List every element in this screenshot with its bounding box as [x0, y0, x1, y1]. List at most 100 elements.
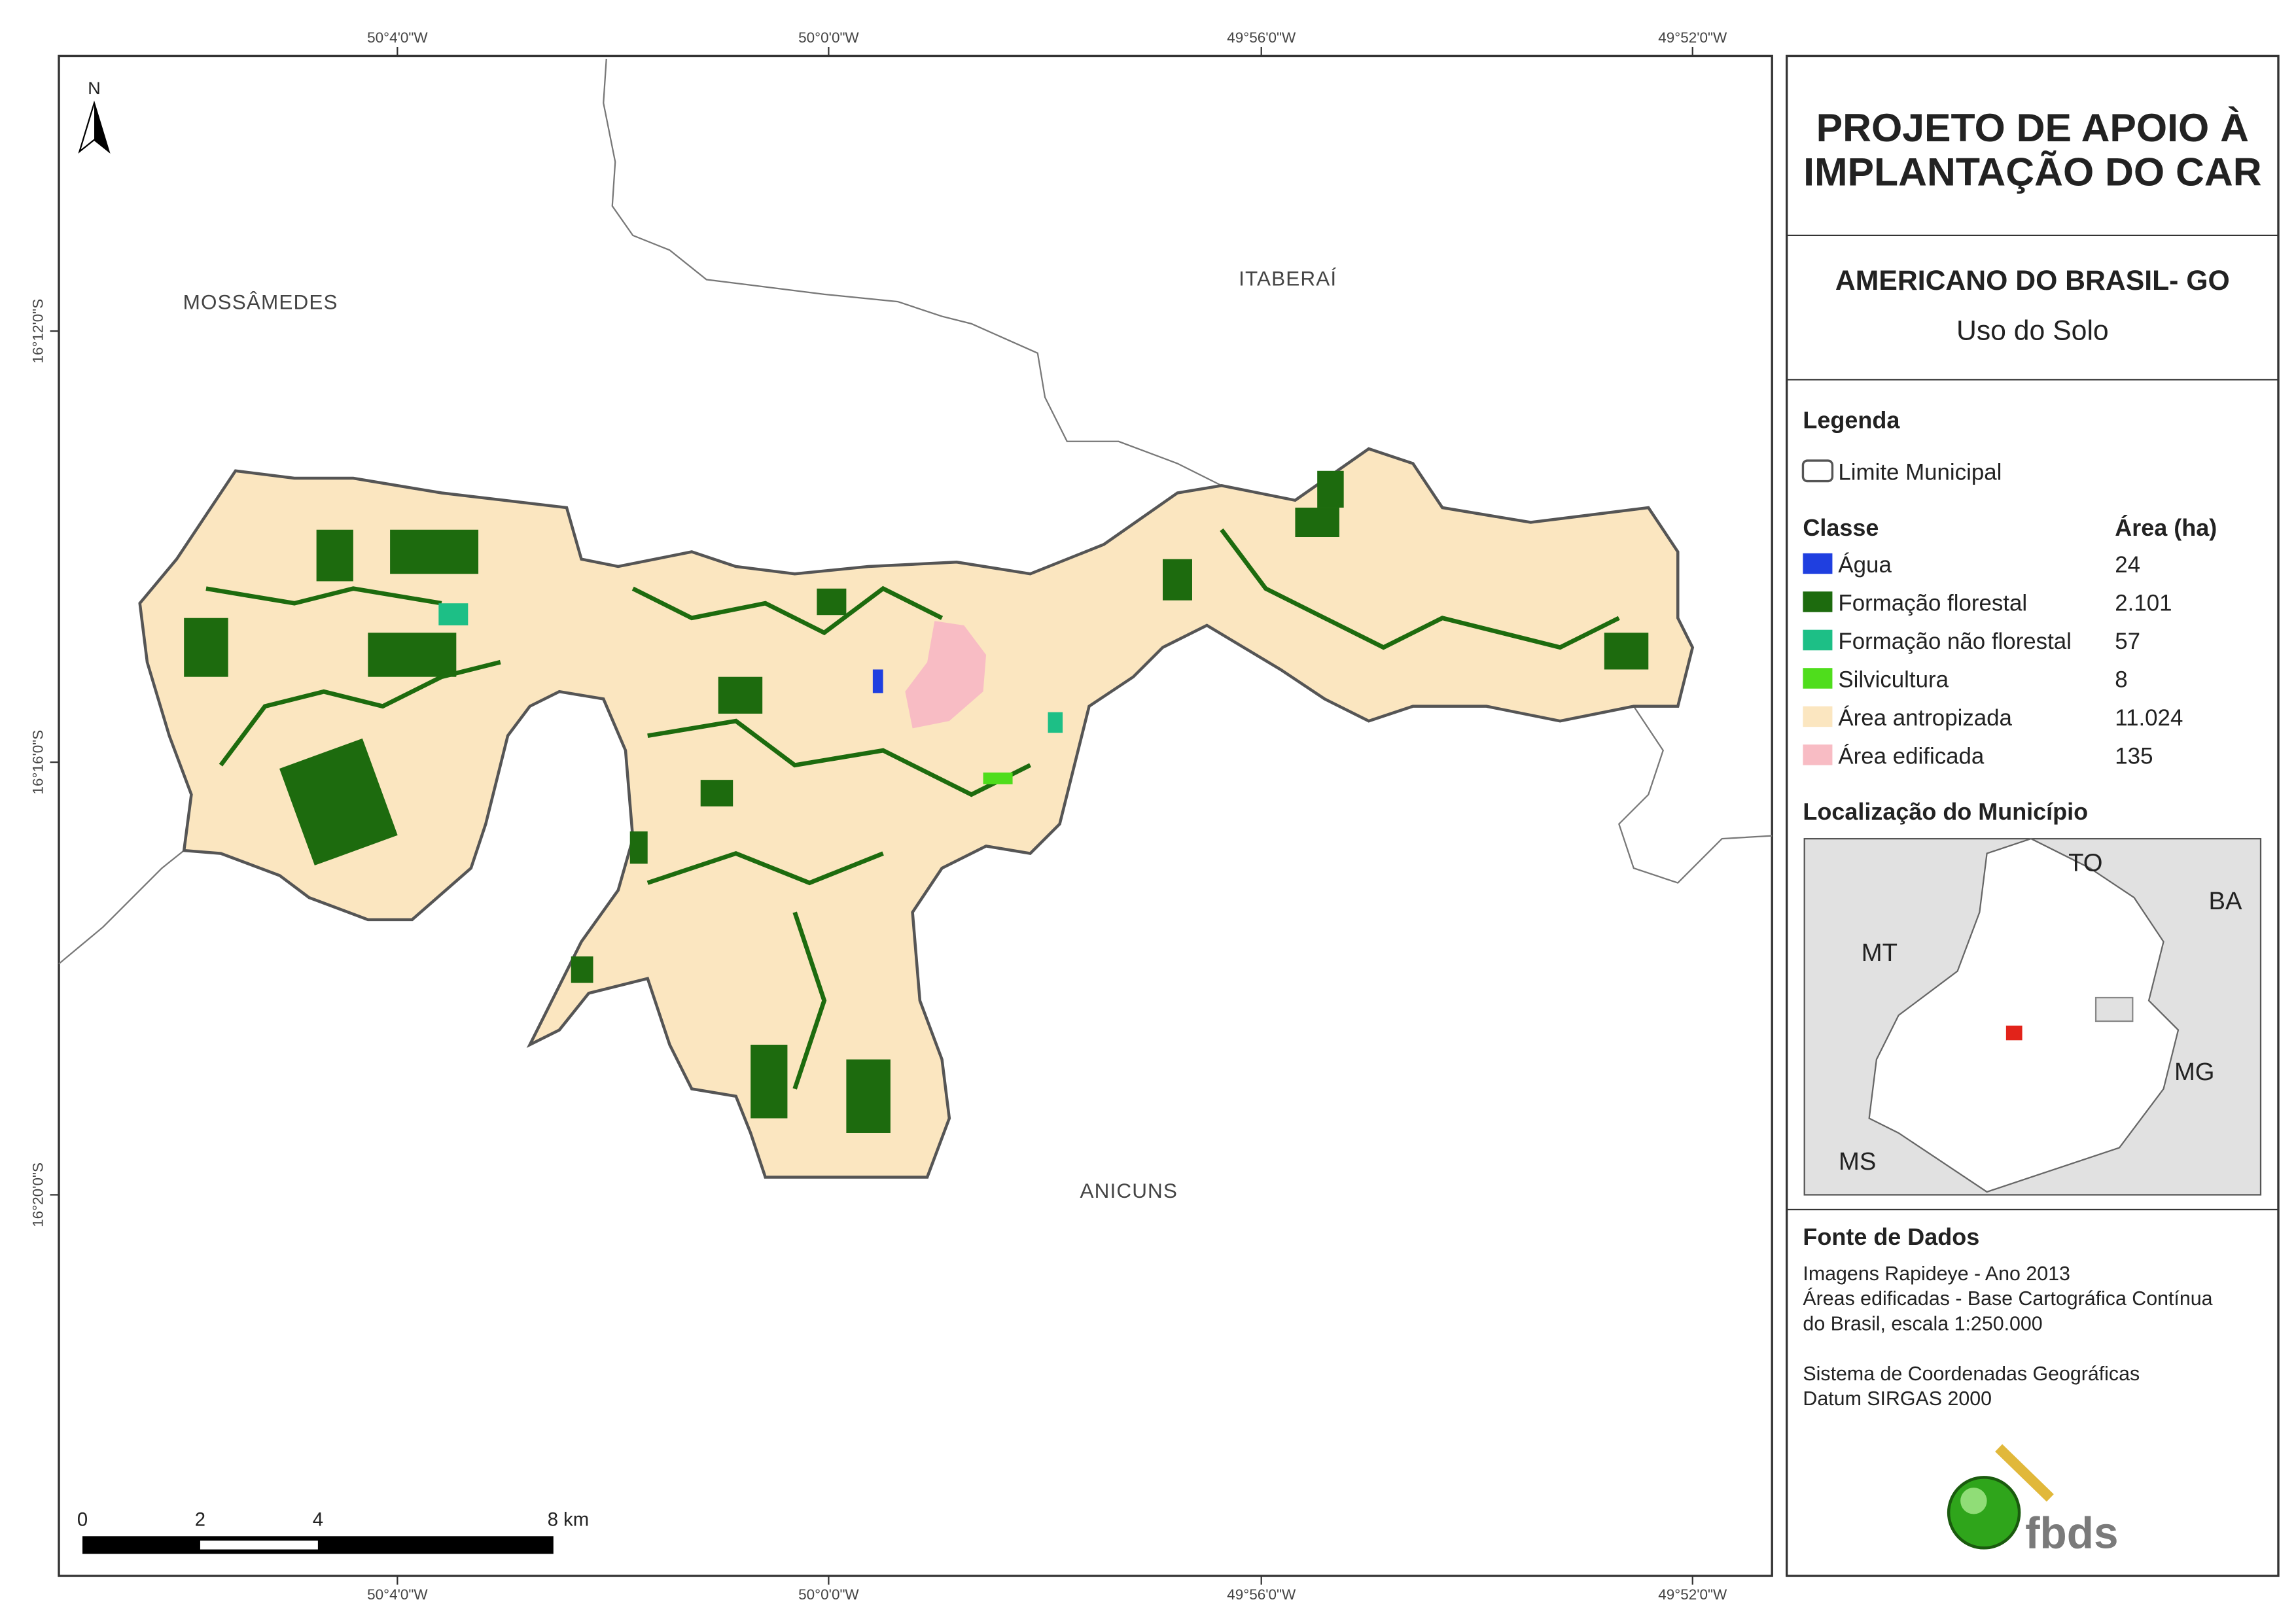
patch: [846, 1059, 891, 1133]
scale-label: 0: [77, 1510, 88, 1531]
class-header: Classe: [1803, 514, 1879, 541]
coord-label: 49°56'0"W: [1227, 1586, 1296, 1603]
state-label: TO: [2068, 849, 2102, 877]
class-area: 24: [2115, 552, 2140, 578]
patch: [368, 633, 457, 677]
source-line: Áreas edificadas - Base Cartográfica Con…: [1803, 1288, 2212, 1310]
scale-label: 2: [195, 1510, 205, 1531]
logo-circle: [1947, 1476, 2021, 1550]
source-line: do Brasil, escala 1:250.000: [1803, 1313, 2042, 1335]
coord-label: 50°4'0"W: [367, 1586, 428, 1603]
coord-label: 49°52'0"W: [1658, 1586, 1727, 1603]
patch: [751, 1045, 788, 1119]
patch: [279, 738, 398, 865]
coord-label: 50°4'0"W: [367, 29, 428, 46]
class-name: Formação florestal: [1838, 590, 2027, 616]
nonforest: [438, 603, 468, 625]
sources-title: Fonte de Dados: [1803, 1223, 1979, 1250]
state-label: BA: [2209, 887, 2242, 915]
class-name: Silvicultura: [1838, 667, 1949, 692]
class-name: Área antropizada: [1838, 705, 2012, 731]
boundaries: [58, 58, 1773, 965]
municipality: [138, 447, 1695, 1179]
legend-swatch: [1803, 744, 1833, 765]
class-name: Formação não florestal: [1838, 629, 2072, 654]
municipality-marker: [2005, 1025, 2022, 1041]
place-label: ITABERAÍ: [1239, 266, 1337, 290]
coord-label: 49°52'0"W: [1658, 29, 1727, 46]
coord-label: 49°56'0"W: [1227, 29, 1296, 46]
boundary-line: [1617, 706, 1773, 884]
class-area: 2.101: [2115, 590, 2172, 616]
patch: [1162, 559, 1192, 601]
corridor: [792, 911, 827, 1090]
location-title: Localização do Município: [1803, 798, 2088, 825]
boundary-line: [58, 850, 185, 965]
title-line: IMPLANTAÇÃO DO CAR: [1803, 149, 2261, 194]
municipality-name: AMERICANO DO BRASIL- GO: [1835, 265, 2230, 296]
coord-label: 16°20'0"S: [29, 1162, 46, 1227]
corridor: [1220, 528, 1620, 650]
legend-swatch: [1803, 706, 1833, 727]
state-shape: [1868, 837, 2180, 1193]
place-label: ANICUNS: [1080, 1179, 1178, 1202]
built-area: [905, 621, 987, 729]
legend-swatch: [1803, 629, 1833, 651]
scale-bar-gap: [200, 1541, 318, 1550]
patch: [718, 676, 763, 714]
north-arrow-fill: [94, 103, 109, 152]
corridor: [631, 585, 944, 636]
legend-swatch: [1803, 591, 1833, 612]
class-area: 135: [2115, 743, 2153, 769]
forest-corridors: [205, 528, 1620, 1090]
patch: [629, 831, 648, 864]
source-line: Imagens Rapideye - Ano 2013: [1803, 1263, 2070, 1285]
north-label: N: [88, 79, 101, 98]
place-label: MOSSÂMEDES: [183, 290, 338, 313]
patch: [1604, 633, 1649, 670]
water: [872, 669, 883, 693]
scale-label: 8 km: [548, 1510, 589, 1531]
coord-label: 16°12'0"S: [29, 299, 46, 364]
class-area: 11.024: [2115, 705, 2183, 731]
patch: [571, 956, 593, 983]
side-panel: [1786, 54, 2280, 1577]
logo-text: fbds: [2025, 1509, 2118, 1558]
boundary-label: Limite Municipal: [1838, 459, 2002, 485]
class-area: 8: [2115, 667, 2127, 692]
state-label: MT: [1862, 939, 1898, 967]
patch: [1295, 508, 1339, 538]
coord-label: 50°0'0"W: [798, 1586, 859, 1603]
area-header: Área (ha): [2115, 514, 2217, 541]
source-line: Sistema de Coordenadas Geográficas: [1803, 1363, 2140, 1385]
nonforest: [1048, 712, 1063, 733]
forest-patches: [184, 470, 1649, 1133]
class-name: Água: [1838, 552, 1892, 578]
patch: [316, 529, 353, 582]
coord-label: 50°0'0"W: [798, 29, 859, 46]
legend-swatch: [1803, 668, 1833, 689]
patch: [390, 529, 479, 574]
legend-swatch: [1803, 553, 1833, 574]
corridor: [647, 718, 1032, 797]
state-label: MS: [1839, 1147, 1876, 1176]
logo-bar: [1995, 1444, 2054, 1502]
corridor: [205, 586, 442, 606]
patch: [817, 588, 847, 616]
patch: [1317, 470, 1344, 508]
class-name: Área edificada: [1838, 743, 1984, 769]
federal-district: [2094, 996, 2134, 1022]
patch: [184, 618, 228, 677]
title-line: PROJETO DE APOIO À: [1816, 105, 2249, 150]
scale-label: 4: [313, 1510, 323, 1531]
class-area: 57: [2115, 629, 2140, 654]
state-label: MG: [2174, 1058, 2215, 1086]
logo-highlight: [1960, 1488, 1987, 1514]
boundary-line: [603, 58, 1222, 487]
corridor: [646, 851, 884, 886]
legend-title: Legenda: [1803, 407, 1900, 434]
silviculture: [983, 772, 1013, 784]
source-line: Datum SIRGAS 2000: [1803, 1388, 1992, 1410]
patch: [700, 780, 733, 807]
